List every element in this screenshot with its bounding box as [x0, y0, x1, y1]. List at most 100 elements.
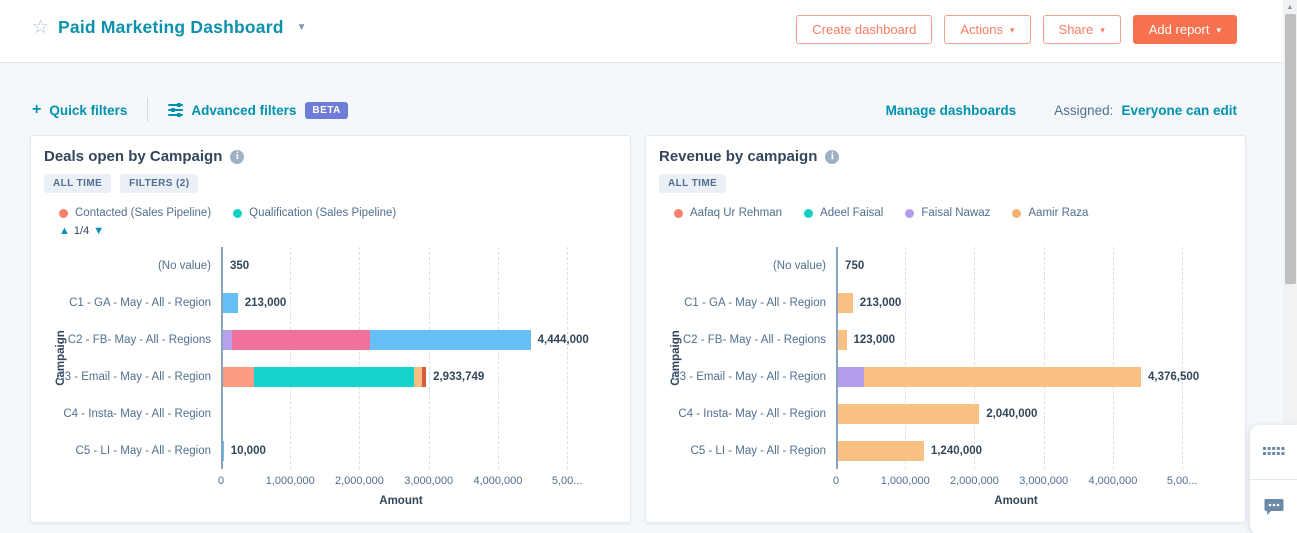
info-icon[interactable]: i [230, 149, 245, 164]
bar-row: C3 - Email - May - All - Region 4,376,500 [659, 358, 1232, 395]
bar-segment[interactable] [838, 403, 980, 424]
bar-row: C1 - GA - May - All - Region 213,000 [659, 284, 1232, 321]
manage-dashboards-link[interactable]: Manage dashboards [885, 102, 1017, 118]
value-label: 750 [845, 259, 865, 272]
chat-help-button[interactable] [1250, 480, 1297, 533]
plot-area: (No value) 350 C1 - GA - May - All - Regio… [44, 247, 617, 469]
chart-title: Deals open by Campaign [44, 148, 223, 165]
legend-item[interactable]: Faisal Nawaz [905, 207, 990, 219]
category-label: C3 - Email - May - All - Region [671, 370, 826, 383]
bar-segment[interactable] [232, 329, 371, 350]
legend-dot-icon [1012, 208, 1022, 218]
category-label: C4 - Insta- May - All - Region [678, 407, 826, 420]
bar-segment[interactable] [864, 366, 1141, 387]
x-tick-label: 0 [217, 475, 225, 487]
quick-filters-button[interactable]: + Quick filters [32, 101, 127, 119]
bar-segment[interactable] [838, 329, 847, 350]
actions-button[interactable]: Actions ▾ [944, 15, 1031, 44]
grid-line [497, 247, 499, 469]
grid-line [1112, 247, 1114, 469]
value-label: 2,040,000 [986, 407, 1038, 420]
bar-segment[interactable] [223, 329, 232, 350]
chart-badge: FILTERS (2) [120, 174, 199, 193]
bar-segment[interactable] [223, 440, 224, 461]
bar-segment[interactable] [413, 366, 422, 387]
category-label: (No value) [157, 259, 211, 272]
dashboard-switcher-caret-icon[interactable]: ▼ [296, 22, 307, 33]
value-label: 213,000 [244, 296, 287, 309]
info-icon[interactable]: i [825, 149, 840, 164]
bar-stack [838, 292, 853, 313]
x-axis-title: Amount [994, 495, 1038, 507]
legend-page-down-icon[interactable]: ▼ [93, 224, 105, 237]
bar-segment[interactable] [838, 366, 865, 387]
vertical-scrollbar[interactable]: ▲ [1283, 0, 1297, 533]
chart-card-deals-open-by-campaign: Deals open by Campaign i ALL TIME FILTERS… [30, 135, 631, 523]
legend-item[interactable]: Contacted (Sales Pipeline) [59, 207, 211, 219]
toolbar-divider [147, 98, 149, 122]
x-axis-ticks: 0 1,000,000 2,000,000 3,000,000 4,000,000 5,0… [659, 475, 1232, 491]
legend-item[interactable]: Aamir Raza [1012, 207, 1088, 219]
y-axis-line [221, 247, 223, 469]
create-dashboard-label: Create dashboard [812, 22, 917, 37]
bar-stack [223, 329, 531, 350]
grid-line [428, 247, 430, 469]
x-tick-label: 5,00... [1166, 475, 1198, 487]
bar-segment[interactable] [223, 292, 238, 313]
assigned-value-link[interactable]: Everyone can edit [1121, 102, 1237, 118]
create-dashboard-button[interactable]: Create dashboard [796, 15, 933, 44]
bar-segment[interactable] [254, 366, 414, 387]
x-tick-label: 4,000,000 [473, 475, 523, 487]
bar-segment[interactable] [421, 366, 427, 387]
scrollbar-thumb[interactable] [1284, 14, 1296, 284]
bar-segment[interactable] [223, 366, 255, 387]
value-label: 123,000 [853, 333, 896, 346]
legend-page-up-icon[interactable]: ▲ [59, 224, 70, 237]
share-button[interactable]: Share ▾ [1042, 15, 1121, 44]
add-report-button[interactable]: Add report ▾ [1132, 15, 1237, 44]
x-tick-label: 3,000,000 [1019, 475, 1069, 487]
bar-segment[interactable] [838, 292, 853, 313]
actions-label: Actions [960, 22, 1003, 37]
panel-divider [1250, 479, 1297, 480]
shortcuts-button[interactable] [1250, 425, 1297, 479]
bar-segment[interactable] [370, 329, 531, 350]
legend-dot-icon [59, 208, 68, 218]
bar-row: C4 - Insta- May - All - Region [44, 395, 617, 432]
legend-dot-icon [804, 208, 814, 218]
legend-label: Qualification (Sales Pipeline) [249, 207, 397, 219]
grid-line [1043, 247, 1045, 469]
grid-line [905, 247, 907, 469]
quick-filters-label: Quick filters [49, 102, 128, 118]
chat-bubble-icon [1264, 499, 1283, 515]
bar-row: C5 - LI - May - All - Region 1,240,000 [659, 432, 1232, 469]
bar-segment[interactable] [838, 440, 924, 461]
share-label: Share [1058, 22, 1094, 37]
legend-item[interactable]: Aafaq Ur Rehman [674, 207, 782, 219]
add-report-label: Add report [1148, 22, 1210, 37]
x-tick-label: 2,000,000 [949, 475, 999, 487]
grid-line [290, 247, 292, 469]
legend-dot-icon [905, 208, 915, 218]
plot-area: (No value) 750 C1 - GA - May - All - Regio… [659, 247, 1232, 469]
x-tick-label: 5,00... [551, 475, 583, 487]
advanced-filters-button[interactable]: Advanced filters [168, 103, 296, 118]
bar-row: C5 - LI - May - All - Region 10,000 [44, 432, 617, 469]
x-tick-label: 3,000,000 [404, 475, 454, 487]
bar-row: C3 - Email - May - All - Region 2,933,749 [44, 358, 617, 395]
legend-item[interactable]: Qualification (Sales Pipeline) [233, 207, 396, 219]
sliders-icon [168, 103, 184, 117]
floating-side-panel [1250, 425, 1297, 533]
dashboard-title-group: ☆ Paid Marketing Dashboard ▼ [32, 17, 307, 38]
legend-item[interactable]: Adeel Faisal [804, 207, 883, 219]
favorite-star-icon[interactable]: ☆ [32, 17, 50, 38]
category-label: (No value) [772, 259, 826, 272]
bar-stack [223, 440, 224, 461]
chart-card-revenue-by-campaign: Revenue by campaign i ALL TIME Aafaq Ur … [645, 135, 1246, 523]
bar-stack [838, 329, 847, 350]
legend-dot-icon [233, 208, 243, 218]
legend-label: Faisal Nawaz [921, 207, 991, 219]
value-label: 10,000 [230, 444, 266, 457]
scrollbar-up-arrow-icon[interactable]: ▲ [1286, 3, 1294, 11]
legend-label: Contacted (Sales Pipeline) [75, 207, 212, 219]
